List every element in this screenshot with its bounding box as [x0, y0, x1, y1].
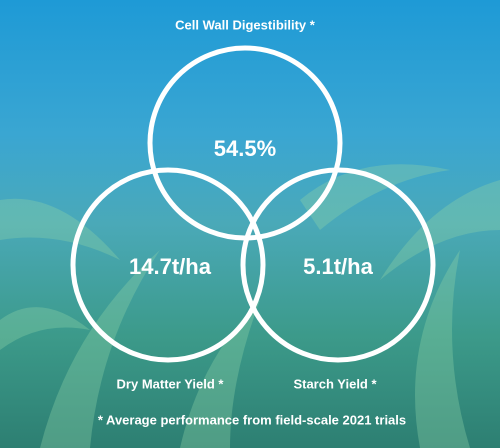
node-value: 54.5% [214, 136, 276, 161]
node-value: 5.1t/ha [303, 254, 373, 279]
node-label: Cell Wall Digestibility * [175, 17, 316, 32]
leaf-decoration [0, 164, 500, 448]
node-value: 14.7t/ha [129, 254, 212, 279]
circle-left [70, 167, 266, 363]
circle-right [240, 167, 436, 363]
node-label: Starch Yield * [293, 376, 377, 391]
node-label: Dry Matter Yield * [117, 376, 225, 391]
footnote: * Average performance from field-scale 2… [98, 412, 406, 427]
